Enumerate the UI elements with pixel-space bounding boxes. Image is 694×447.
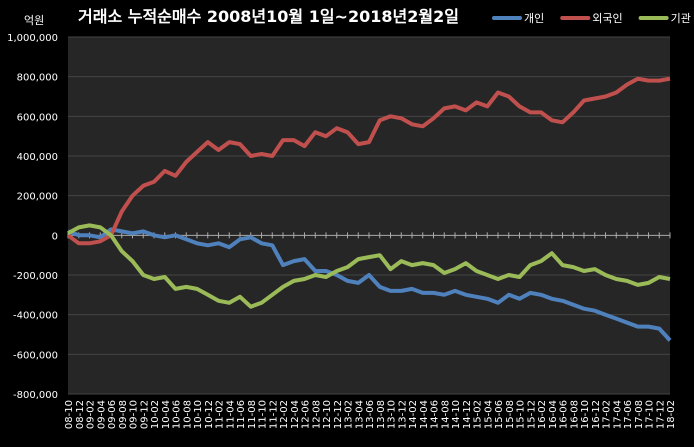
x-tick-label: 18-02: [666, 400, 677, 429]
x-tick-label: 16-06: [559, 400, 570, 429]
chart-title: 거래소 누적순매수 2008년10월 1일~2018년2월2일: [78, 7, 459, 26]
y-tick-label: 200,000: [17, 192, 58, 203]
x-tick-label: 14-08: [440, 400, 451, 429]
x-tick-label: 13-06: [365, 400, 376, 429]
x-tick-label: 13-04: [354, 400, 365, 429]
x-tick-label: 12-12: [333, 400, 344, 429]
x-tick-label: 10-04: [161, 400, 172, 429]
x-tick-label: 17-06: [623, 400, 634, 429]
y-tick-label: -800,000: [13, 390, 58, 401]
series-line: [66, 76, 671, 246]
x-tick-label: 14-06: [430, 400, 441, 429]
x-tick-label: 16-02: [537, 400, 548, 429]
x-tick-label: 14-04: [419, 400, 430, 429]
x-tick-label: 09-12: [139, 400, 150, 429]
x-tick-label: 16-04: [548, 400, 559, 429]
x-tick-label: 15-08: [505, 400, 516, 429]
y-unit: 억원: [24, 14, 44, 27]
plot-area: [68, 37, 670, 394]
x-tick-label: 17-12: [655, 400, 666, 429]
x-tick-label: 09-08: [118, 400, 129, 429]
x-tick-label: 13-08: [376, 400, 387, 429]
series-line: [67, 223, 671, 309]
x-tick-label: 11-06: [236, 400, 247, 429]
series-line: [67, 227, 672, 342]
x-tick-label: 13-12: [397, 400, 408, 429]
x-tick-label: 16-10: [580, 400, 591, 429]
x-tick-label: 12-10: [322, 400, 333, 429]
x-tick-label: 09-04: [96, 400, 107, 429]
x-tick-label: 17-02: [602, 400, 613, 429]
x-tick-label: 15-12: [526, 400, 537, 429]
y-tick-label: 400,000: [17, 152, 58, 163]
x-tick-label: 11-10: [258, 400, 269, 429]
x-tick-label: 09-06: [107, 400, 118, 429]
x-tick-label: 15-02: [473, 400, 484, 429]
x-tick-label: 12-04: [290, 400, 301, 429]
y-tick-label: -200,000: [13, 271, 58, 282]
x-tick-label: 16-08: [569, 400, 580, 429]
x-tick-label: 14-10: [451, 400, 462, 429]
x-tick-label: 14-02: [408, 400, 419, 429]
x-tick-label: 11-08: [247, 400, 258, 429]
x-tick-label: 09-10: [129, 400, 140, 429]
x-tick-label: 15-04: [483, 400, 494, 429]
legend-label: 기관: [671, 12, 691, 25]
y-tick-label: 1,000,000: [7, 33, 58, 44]
x-tick-label: 14-12: [462, 400, 473, 429]
y-tick-label: -600,000: [13, 350, 58, 361]
x-tick-label: 17-10: [645, 400, 656, 429]
y-tick-label: -400,000: [13, 311, 58, 322]
x-tick-label: 13-10: [387, 400, 398, 429]
x-tick-label: 12-08: [311, 400, 322, 429]
x-tick-label: 11-12: [268, 400, 279, 429]
x-tick-label: 11-02: [215, 400, 226, 429]
x-tick-label: 16-12: [591, 400, 602, 429]
x-tick-label: 10-02: [150, 400, 161, 429]
x-tick-label: 13-02: [344, 400, 355, 429]
y-tick-label: 0: [52, 231, 58, 242]
y-tick-label: 600,000: [17, 112, 58, 123]
x-tick-label: 10-08: [182, 400, 193, 429]
x-tick-label: 10-10: [193, 400, 204, 429]
x-tick-label: 17-08: [634, 400, 645, 429]
x-tick-label: 09-02: [86, 400, 97, 429]
x-tick-label: 17-04: [612, 400, 623, 429]
x-tick-label: 10-06: [172, 400, 183, 429]
x-tick-label: 10-12: [204, 400, 215, 429]
y-tick-label: 800,000: [17, 73, 58, 84]
x-tick-label: 08-12: [75, 400, 86, 429]
legend-label: 개인: [524, 12, 544, 25]
x-tick-label: 11-04: [225, 400, 236, 429]
x-tick-label: 15-10: [516, 400, 527, 429]
x-tick-label: 08-10: [64, 400, 75, 429]
legend-label: 외국인: [592, 12, 622, 25]
x-tick-label: 12-06: [301, 400, 312, 429]
x-tick-label: 12-02: [279, 400, 290, 429]
x-tick-label: 15-06: [494, 400, 505, 429]
